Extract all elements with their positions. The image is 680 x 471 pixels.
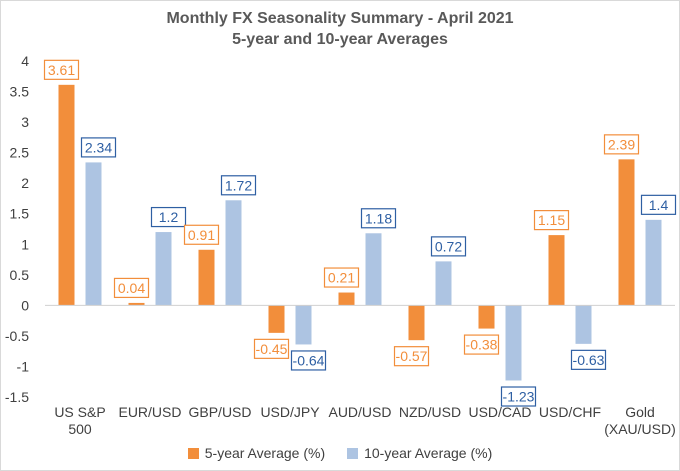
y-tick-label: 2: [21, 175, 29, 191]
bar-5yr-6: [478, 305, 495, 329]
data-label: -0.64: [293, 352, 325, 368]
y-tick-label: 4: [21, 53, 29, 69]
x-tick-label: Gold (XAU/USD): [604, 404, 676, 437]
data-label-box: [43, 59, 80, 80]
data-label-box: [183, 224, 220, 245]
data-label: 2.34: [85, 139, 112, 155]
data-label: 1.4: [649, 197, 669, 213]
data-label: -0.57: [396, 348, 428, 364]
bar-5yr-3: [268, 305, 285, 333]
bar-10yr-6: [505, 305, 522, 381]
bar-10yr-5: [435, 261, 452, 306]
bar-5yr-0: [58, 84, 75, 306]
bar-10yr-3: [295, 305, 312, 345]
legend-label-10yr: 10-year Average (%): [364, 445, 493, 461]
x-tick-label: USD/JPY: [260, 404, 320, 420]
x-tick-label: USD/CHF: [539, 404, 601, 420]
data-label: -1.23: [503, 389, 535, 405]
x-tick-label: NZD/USD: [399, 404, 461, 420]
y-tick-label: 3: [21, 114, 29, 130]
x-tick-label: GBP/USD: [188, 404, 251, 420]
data-label: 0.21: [328, 270, 355, 286]
y-tick-label: -1: [17, 358, 30, 374]
y-tick-label: 3.5: [10, 84, 30, 100]
bar-10yr-7: [575, 305, 592, 344]
x-tick-label: USD/CAD: [468, 404, 531, 420]
data-label: 0.91: [188, 227, 215, 243]
y-tick-label: 2.5: [10, 145, 30, 161]
x-tick-label: US S&P 500: [54, 404, 105, 437]
y-tick-label: 1: [21, 236, 29, 252]
data-label-box: [323, 267, 360, 288]
data-label: 1.15: [538, 212, 565, 228]
data-label: -0.63: [573, 352, 605, 368]
legend-item-5yr: 5-year Average (%): [187, 445, 326, 461]
bar-10yr-1: [155, 232, 172, 306]
data-label-box: [570, 349, 607, 370]
bar-5yr-8: [618, 159, 635, 306]
bar-10yr-4: [365, 233, 382, 306]
data-label-box: [220, 175, 257, 196]
data-label-box: [150, 206, 187, 228]
legend-swatch-10yr: [347, 447, 359, 459]
data-label-box: [360, 208, 397, 229]
data-label: 1.72: [225, 177, 252, 193]
legend-item-10yr: 10-year Average (%): [347, 445, 492, 461]
y-tick-label: 1.5: [10, 206, 30, 222]
bar-10yr-0: [85, 162, 102, 306]
data-label-box: [80, 137, 117, 158]
data-label-box: [253, 338, 290, 359]
y-tick-label: 0.5: [10, 267, 30, 283]
data-label: 3.61: [48, 62, 75, 78]
y-tick-label: -1.5: [5, 389, 29, 405]
y-tick-label: 0: [21, 297, 29, 313]
bar-5yr-1: [128, 302, 145, 306]
legend-swatch-5yr: [187, 447, 199, 459]
x-tick-label: EUR/USD: [118, 404, 181, 420]
data-label: 0.72: [435, 238, 462, 254]
bar-5yr-7: [548, 235, 565, 306]
data-label: 1.18: [365, 210, 392, 226]
data-label-box: [500, 386, 537, 407]
legend-label-5yr: 5-year Average (%): [204, 445, 326, 461]
chart-title: Monthly FX Seasonality Summary - April 2…: [166, 10, 514, 27]
data-label-box: [640, 194, 677, 215]
x-tick-label: AUD/USD: [328, 404, 391, 420]
data-label-box: [393, 346, 430, 367]
bar-10yr-8: [645, 219, 662, 306]
chart-legend: 5-year Average (%) 10-year Average (%): [1, 445, 679, 461]
data-label: -0.45: [256, 341, 288, 357]
data-label-box: [113, 277, 150, 299]
bar-5yr-2: [198, 249, 215, 306]
data-label: 2.39: [608, 136, 635, 152]
data-label-box: [290, 350, 327, 371]
data-label: 1.2: [159, 209, 179, 225]
data-label: -0.38: [466, 337, 498, 353]
chart-subtitle: 5-year and 10-year Averages: [232, 31, 448, 48]
data-label: 0.04: [118, 280, 145, 296]
data-label-box: [533, 210, 570, 231]
data-label-box: [463, 334, 500, 355]
data-label-box: [430, 236, 467, 257]
bar-10yr-2: [225, 200, 242, 306]
bar-5yr-4: [338, 292, 355, 306]
bar-5yr-5: [408, 305, 425, 341]
y-tick-label: -0.5: [5, 328, 29, 344]
data-label-box: [603, 134, 640, 155]
